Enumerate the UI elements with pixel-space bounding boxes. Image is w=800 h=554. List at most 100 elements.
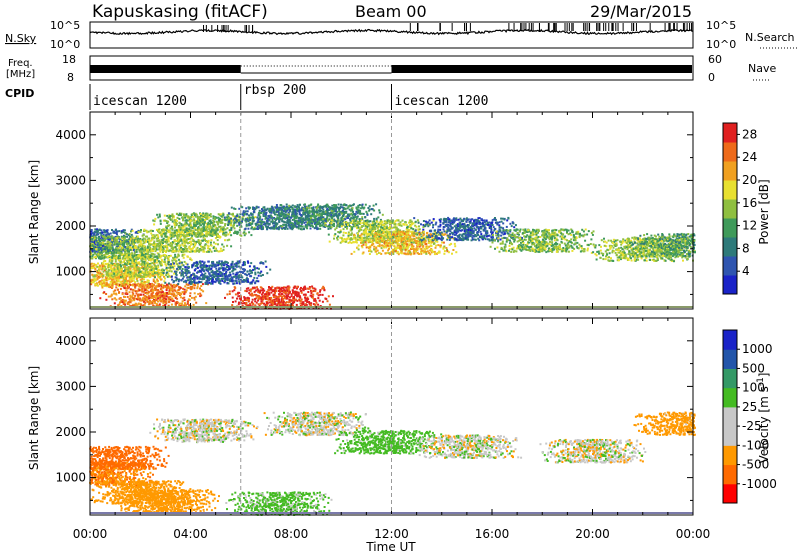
data-cell: [139, 253, 142, 256]
data-cell: [192, 231, 195, 234]
data-cell: [237, 276, 240, 279]
data-cell: [216, 239, 219, 242]
data-cell: [117, 245, 120, 248]
beam-title: Beam 00: [355, 2, 427, 21]
data-cell: [248, 292, 251, 295]
data-cell: [246, 210, 249, 213]
data-cell: [100, 234, 103, 237]
data-cell: [122, 273, 125, 276]
noise-sky-line: [89, 28, 694, 36]
data-cell: [147, 290, 150, 293]
data-cell: [265, 304, 268, 307]
data-cell: [178, 226, 181, 229]
data-cell: [213, 241, 215, 244]
data-cell: [256, 286, 258, 289]
data-cell: [184, 247, 186, 250]
data-cell: [172, 299, 175, 302]
data-cell: [188, 216, 191, 219]
data-cell: [231, 304, 234, 307]
data-cell: [118, 285, 121, 288]
data-cell: [131, 291, 134, 294]
data-cell: [266, 217, 269, 220]
data-cell: [179, 266, 182, 269]
data-cell: [182, 217, 185, 220]
data-cell: [126, 293, 129, 295]
data-cell: [243, 299, 246, 301]
data-cell: [101, 284, 104, 287]
data-cell: [93, 279, 96, 281]
data-cell: [117, 304, 120, 307]
data-cell: [227, 212, 230, 215]
data-cell: [127, 269, 130, 272]
data-cell: [154, 302, 157, 305]
data-cell: [141, 290, 144, 293]
data-cell: [153, 259, 156, 262]
data-cell: [127, 266, 130, 269]
data-cell: [196, 285, 199, 288]
data-cell: [181, 268, 184, 270]
data-cell: [110, 276, 113, 279]
data-cell: [224, 223, 227, 226]
data-cell: [104, 260, 107, 262]
data-cell: [139, 293, 142, 296]
data-cell: [97, 271, 100, 274]
data-cell: [111, 256, 114, 259]
data-cell: [111, 276, 114, 279]
data-cell: [130, 230, 132, 233]
data-cell: [199, 217, 202, 220]
data-cell: [123, 237, 126, 240]
data-cell: [143, 304, 146, 307]
data-cell: [170, 237, 173, 240]
data-cell: [230, 227, 233, 230]
data-cell: [94, 279, 97, 282]
data-cell: [91, 248, 94, 251]
data-cell: [104, 234, 107, 237]
data-cell: [185, 224, 188, 227]
data-cell: [109, 232, 112, 235]
data-cell: [184, 272, 187, 274]
data-cell: [230, 229, 233, 231]
data-cell: [164, 277, 166, 280]
data-cell: [122, 266, 125, 269]
noise-left-bottom-tick: 10^0: [50, 38, 80, 51]
data-cell: [110, 245, 113, 248]
data-cell: [155, 266, 158, 268]
data-cell: [148, 297, 151, 300]
data-cell: [292, 210, 295, 213]
data-cell: [223, 263, 226, 266]
data-cell: [158, 283, 160, 286]
data-cell: [208, 265, 211, 268]
data-cell: [111, 254, 114, 257]
data-cell: [121, 240, 124, 243]
data-cell: [135, 256, 138, 259]
data-cell: [101, 254, 104, 257]
data-cell: [294, 294, 297, 296]
data-cell: [141, 275, 144, 278]
data-cell: [196, 228, 199, 231]
data-cell: [210, 250, 213, 253]
data-cell: [196, 261, 198, 264]
data-cell: [93, 233, 96, 236]
data-cell: [196, 223, 199, 225]
data-cell: [131, 280, 133, 283]
data-cell: [165, 295, 168, 298]
data-cell: [181, 254, 184, 257]
data-cell: [195, 213, 198, 216]
data-cell: [91, 238, 94, 240]
data-cell: [105, 270, 108, 273]
data-cell: [255, 205, 258, 208]
data-cell: [238, 229, 241, 232]
data-cell: [231, 277, 234, 280]
data-cell: [141, 287, 144, 290]
data-cell: [111, 298, 114, 301]
data-cell: [294, 222, 297, 225]
data-cell: [260, 270, 263, 273]
data-cell: [126, 262, 129, 265]
data-cell: [131, 252, 133, 255]
data-cell: [93, 249, 96, 252]
data-cell: [116, 237, 119, 240]
data-cell: [159, 241, 162, 244]
data-cell: [122, 276, 125, 279]
data-cell: [103, 250, 106, 252]
data-cell: [256, 221, 259, 224]
